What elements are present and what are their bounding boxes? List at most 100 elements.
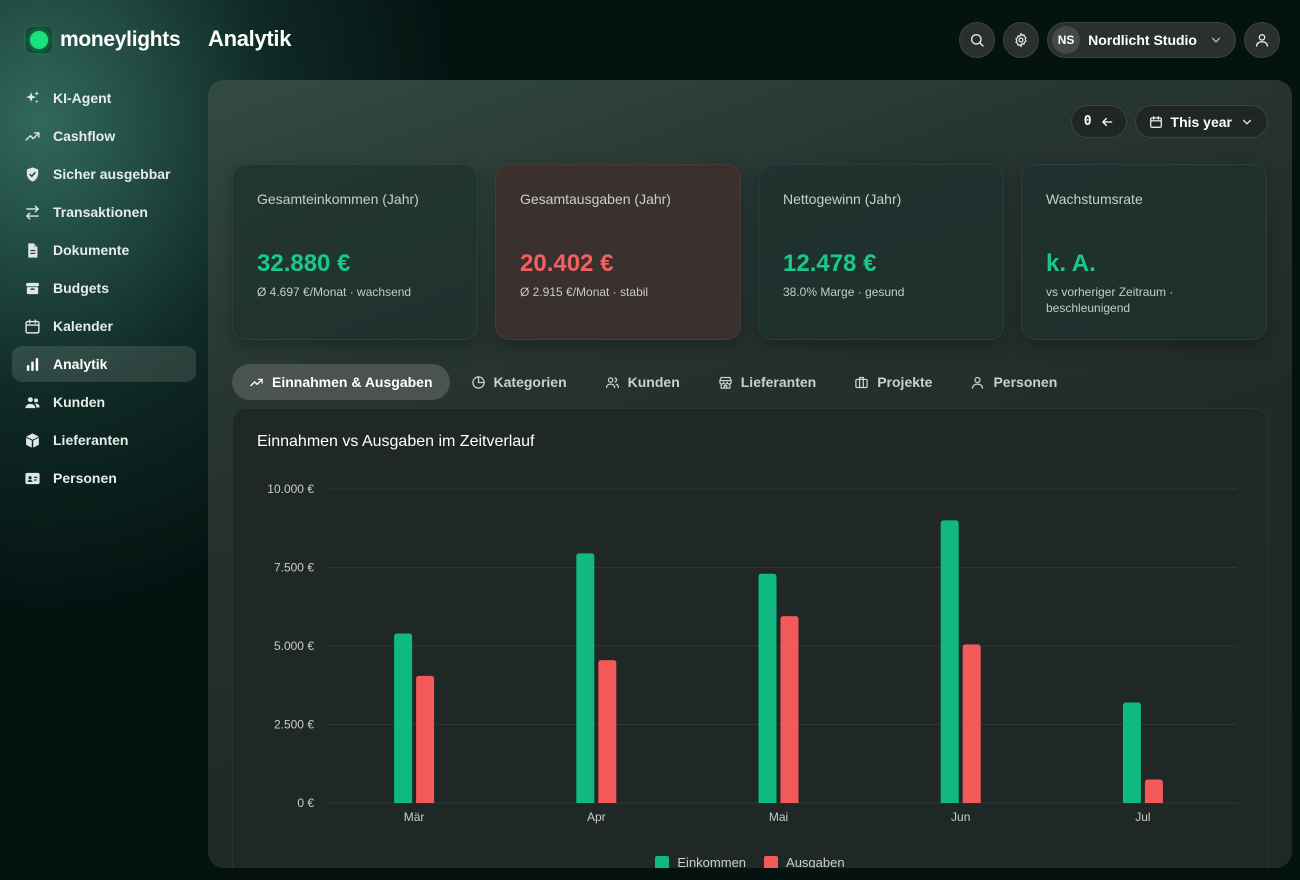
kpi-value: k. A. bbox=[1046, 250, 1096, 277]
tab-label: Kunden bbox=[627, 374, 680, 390]
sidebar-item-label: Lieferanten bbox=[53, 432, 129, 448]
arrow-left-icon bbox=[1101, 117, 1112, 126]
tab-personen[interactable]: Personen bbox=[953, 364, 1074, 400]
sidebar-item-label: Budgets bbox=[53, 280, 109, 296]
legend-item-expenses[interactable]: Ausgaben bbox=[764, 855, 845, 868]
x-tick-label: Jul bbox=[1135, 810, 1150, 824]
sidebar-item-label: Sicher ausgebbar bbox=[53, 166, 171, 182]
kpi-cards: Gesamteinkommen (Jahr) 32.880 € Ø 4.697 … bbox=[232, 164, 1267, 340]
sidebar-item-kalender[interactable]: Kalender bbox=[12, 308, 196, 344]
moneylights-logo-icon bbox=[26, 27, 52, 53]
analytics-tabs: Einnahmen & Ausgaben Kategorien Kunden L… bbox=[232, 364, 1074, 400]
kpi-subtext: vs vorheriger Zeitraum · beschleunigend bbox=[1046, 285, 1174, 315]
legend-item-income[interactable]: Einkommen bbox=[655, 855, 746, 868]
kpi-card-income: Gesamteinkommen (Jahr) 32.880 € Ø 4.697 … bbox=[232, 164, 478, 340]
sidebar-item-kunden[interactable]: Kunden bbox=[12, 384, 196, 420]
org-avatar: NS bbox=[1052, 26, 1081, 54]
bar-ausgaben bbox=[598, 660, 617, 803]
kpi-value: 12.478 € bbox=[783, 250, 877, 277]
sidebar-item-label: KI-Agent bbox=[53, 90, 112, 106]
sidebar-item-personen[interactable]: Personen bbox=[12, 460, 196, 496]
income-expense-chart-card: 0 € 2.500 € 5.000 € 7.500 € 10.000 € Mär Apr Ma… bbox=[232, 408, 1268, 868]
document-icon bbox=[28, 242, 38, 258]
profile-button[interactable] bbox=[1244, 22, 1280, 58]
x-tick-label: Mai bbox=[769, 810, 788, 824]
legend-label: Ausgaben bbox=[786, 855, 845, 868]
kpi-value: 32.880 € bbox=[257, 250, 351, 277]
income-expense-chart: 0 € 2.500 € 5.000 € 7.500 € 10.000 € Mär Apr Ma… bbox=[267, 482, 1237, 824]
kpi-label: Gesamtausgaben (Jahr) bbox=[520, 191, 671, 207]
bar-einkommen bbox=[940, 520, 959, 803]
sidebar-item-transaktionen[interactable]: Transaktionen bbox=[12, 194, 196, 230]
user-icon bbox=[1256, 34, 1268, 47]
trend-up-icon bbox=[25, 131, 40, 141]
gear-icon bbox=[1015, 32, 1027, 48]
sidebar-item-label: Personen bbox=[53, 470, 117, 486]
x-tick-label: Apr bbox=[587, 810, 606, 824]
arrows-swap-icon bbox=[26, 204, 39, 220]
user-icon bbox=[972, 376, 984, 389]
sidebar-item-label: Kalender bbox=[53, 318, 113, 334]
bar-ausgaben bbox=[780, 616, 799, 803]
y-tick-label: 0 € bbox=[297, 796, 314, 810]
bar-einkommen bbox=[394, 633, 413, 803]
org-name: Nordlicht Studio bbox=[1088, 32, 1197, 48]
sidebar-item-dokumente[interactable]: Dokumente bbox=[12, 232, 196, 268]
x-tick-label: Jun bbox=[951, 810, 970, 824]
organization-switcher[interactable]: NS Nordlicht Studio bbox=[1047, 22, 1236, 58]
y-tick-label: 2.500 € bbox=[274, 718, 314, 732]
y-tick-label: 5.000 € bbox=[274, 639, 314, 653]
tab-kunden[interactable]: Kunden bbox=[588, 364, 697, 400]
period-label: This year bbox=[1170, 113, 1232, 130]
pie-chart-icon bbox=[471, 375, 485, 389]
sidebar-item-label: Cashflow bbox=[53, 128, 116, 144]
tab-lieferanten[interactable]: Lieferanten bbox=[701, 364, 833, 400]
bar-ausgaben bbox=[1144, 779, 1163, 803]
kpi-subtext: Ø 2.915 €/Monat · stabil bbox=[520, 285, 649, 299]
reset-count: 0 bbox=[1083, 114, 1092, 129]
search-button[interactable] bbox=[959, 22, 996, 58]
kpi-card-expenses: Gesamtausgaben (Jahr) 20.402 € Ø 2.915 €… bbox=[495, 164, 741, 340]
sidebar-item-ki-agent[interactable]: KI-Agent bbox=[12, 80, 196, 116]
brand-name: moneylights bbox=[60, 28, 181, 51]
bar-ausgaben bbox=[962, 644, 981, 803]
tab-label: Kategorien bbox=[493, 374, 567, 390]
tab-einnahmen-ausgaben[interactable]: Einnahmen & Ausgaben bbox=[232, 364, 450, 400]
users-icon bbox=[605, 376, 619, 388]
settings-button[interactable] bbox=[1003, 22, 1040, 58]
kpi-label: Gesamteinkommen (Jahr) bbox=[257, 191, 419, 207]
header-actions: NS Nordlicht Studio bbox=[959, 22, 1280, 58]
chevron-down-icon bbox=[1242, 119, 1252, 125]
brand[interactable]: moneylights bbox=[26, 26, 181, 54]
bar-chart-icon bbox=[26, 357, 39, 371]
sidebar-item-label: Transaktionen bbox=[53, 204, 148, 220]
sidebar-item-cashflow[interactable]: Cashflow bbox=[12, 118, 196, 154]
kpi-label: Nettogewinn (Jahr) bbox=[783, 191, 902, 207]
calendar-icon bbox=[1149, 115, 1162, 128]
sidebar-item-analytik[interactable]: Analytik bbox=[12, 346, 196, 382]
sidebar-item-budgets[interactable]: Budgets bbox=[12, 270, 196, 306]
wallet-icon bbox=[26, 282, 39, 294]
period-select[interactable]: This year bbox=[1134, 105, 1268, 138]
kpi-card-growth-rate: Wachstumsrate k. A. vs vorheriger Zeitra… bbox=[1021, 164, 1267, 340]
search-icon bbox=[971, 34, 984, 47]
y-tick-label: 10.000 € bbox=[267, 482, 314, 496]
store-icon bbox=[719, 376, 732, 389]
kpi-label: Wachstumsrate bbox=[1046, 191, 1143, 207]
tab-projekte[interactable]: Projekte bbox=[837, 364, 949, 400]
tab-label: Personen bbox=[993, 374, 1058, 390]
chart-legend: Einkommen Ausgaben bbox=[233, 855, 1267, 868]
sidebar-item-lieferanten[interactable]: Lieferanten bbox=[12, 422, 196, 458]
shield-check-icon bbox=[26, 166, 39, 182]
sidebar-item-label: Analytik bbox=[53, 356, 108, 372]
calendar-icon bbox=[25, 318, 40, 334]
reset-filter-button[interactable]: 0 bbox=[1070, 105, 1127, 138]
tab-kategorien[interactable]: Kategorien bbox=[454, 364, 584, 400]
filter-bar: 0 This year bbox=[1070, 105, 1268, 138]
bar-einkommen bbox=[758, 573, 777, 803]
sidebar-item-sicher-ausgebbar[interactable]: Sicher ausgebbar bbox=[12, 156, 196, 192]
kpi-subtext: 38.0% Marge · gesund bbox=[783, 285, 905, 299]
analytics-panel: 0 This year Gesamteinkommen (Jahr) 32.88… bbox=[208, 80, 1292, 868]
page-title: Analytik bbox=[208, 26, 292, 51]
id-card-icon bbox=[25, 472, 40, 484]
